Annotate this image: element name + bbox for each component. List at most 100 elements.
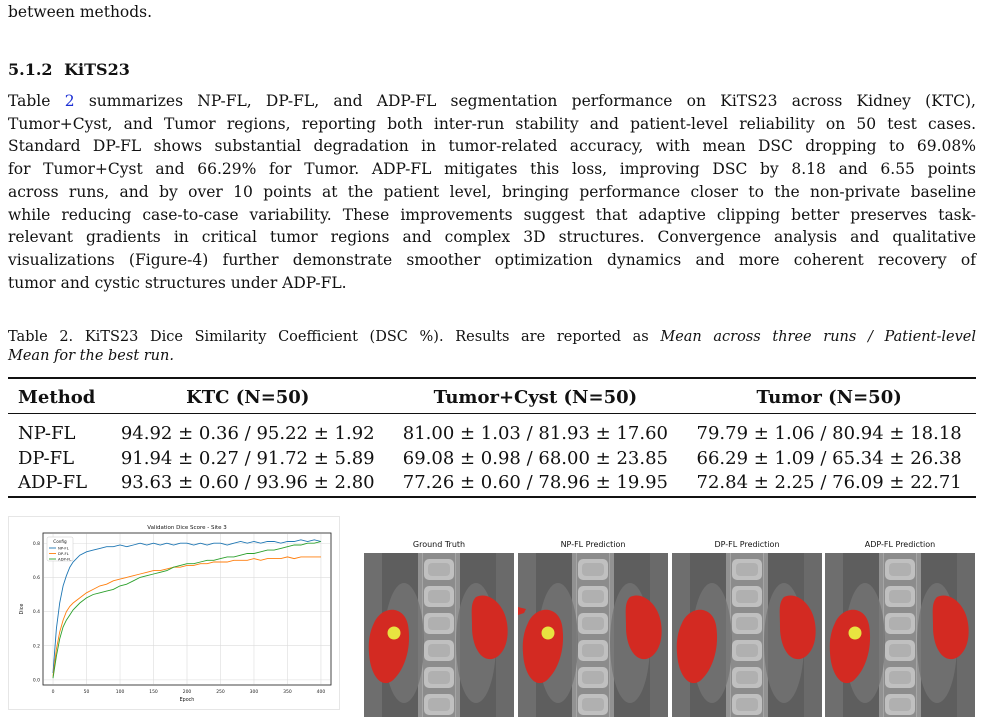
ct-vertebra-core <box>428 590 450 603</box>
y-tick-label: 0.0 <box>33 677 40 683</box>
y-tick-label: 0.6 <box>33 575 40 581</box>
dice-chart: 0 50 100 150 200 250 300 350 400 0.0 0.2 0.4 0.6 0.8 V… <box>19 525 332 703</box>
cell-tumor-cyst: 77.26 ± 0.60 / 78.96 ± 19.95 <box>402 471 668 493</box>
x-tick-label: 50 <box>84 689 90 695</box>
ct-spine <box>730 553 764 717</box>
x-tick-label: 0 <box>52 689 55 695</box>
legend-entry: DP-FL <box>58 551 70 556</box>
ct-vertebra-core <box>582 698 604 711</box>
paragraph-line: Table 2 summarizes NP-FL, DP-FL, and ADP… <box>8 90 976 113</box>
ct-vertebra-core <box>889 698 911 711</box>
series-line-adp-fl <box>52 541 322 679</box>
ct-vertebra-core <box>736 698 758 711</box>
series-line-dp-fl <box>52 556 321 677</box>
ct-vertebra-core <box>428 644 450 657</box>
paragraph-text: visualizations (Figure-4) further demons… <box>8 250 976 269</box>
ct-vertebra-core <box>428 563 450 576</box>
paragraph-text: while reducing case-to-case variability.… <box>8 205 976 224</box>
x-axis-label: Epoch <box>180 697 195 703</box>
kidney-right <box>471 595 508 660</box>
x-tick-label: 200 <box>183 689 192 695</box>
table-reference-link[interactable]: 2 <box>64 92 75 110</box>
ct-spine <box>883 553 917 717</box>
ct-vertebra-core <box>736 671 758 684</box>
ct-vertebra-core <box>889 671 911 684</box>
table-row: DP-FL 91.94 ± 0.27 / 91.72 ± 5.89 69.08 … <box>8 446 976 470</box>
ct-slice-image <box>518 553 668 717</box>
cell-ktc: 94.92 ± 0.36 / 95.22 ± 1.92 <box>120 422 375 444</box>
viz-title: Ground Truth <box>412 540 466 549</box>
paragraph-text: tumor and cystic structures under ADP-FL… <box>8 273 347 292</box>
section-number: 5.1.2 <box>8 60 53 79</box>
ct-vertebra-core <box>736 563 758 576</box>
kidney-right <box>932 595 969 660</box>
kidney-left <box>829 609 871 684</box>
ct-spine <box>422 553 456 717</box>
kidney-left <box>676 609 718 684</box>
dsc-table: Method KTC (N=50) Tumor+Cyst (N=50) Tumo… <box>8 380 976 498</box>
paragraph-line: relevant gradients in critical tumor reg… <box>8 226 976 249</box>
plot-frame <box>42 532 332 686</box>
table-row: ADP-FL 93.63 ± 0.60 / 93.96 ± 2.80 77.26… <box>8 470 976 498</box>
x-tick-label: 350 <box>283 689 292 695</box>
paragraph-line: tumor and cystic structures under ADP-FL… <box>8 272 976 295</box>
cell-ktc: 91.94 ± 0.27 / 91.72 ± 5.89 <box>120 447 375 469</box>
x-tick-label: 250 <box>216 689 225 695</box>
table-bottom-rule <box>8 496 976 498</box>
table-top-rule <box>8 377 976 379</box>
ct-slice-image <box>825 553 975 717</box>
header-method: Method <box>18 386 96 408</box>
x-tick-label: 300 <box>250 689 259 695</box>
header-tumor: Tumor (N=50) <box>756 386 902 408</box>
cell-ktc: 93.63 ± 0.60 / 93.96 ± 2.80 <box>120 471 375 493</box>
kidney-left <box>368 609 410 684</box>
cell-tumor: 66.29 ± 1.09 / 65.34 ± 26.38 <box>696 447 962 469</box>
ct-vertebra-core <box>582 563 604 576</box>
ct-vertebra-core <box>889 617 911 630</box>
viz-title: DP-FL Prediction <box>714 540 780 549</box>
y-tick-label: 0.4 <box>33 609 40 615</box>
previous-paragraph-tail: between methods. <box>8 3 153 21</box>
ct-vertebra-core <box>889 590 911 603</box>
ct-vertebra-core <box>889 644 911 657</box>
ct-slice-image <box>364 553 514 717</box>
tumor-region <box>541 626 555 640</box>
table-row: NP-FL 94.92 ± 0.36 / 95.22 ± 1.92 81.00 … <box>8 414 976 446</box>
paragraph-text: for Tumor+Cyst and 66.29% for Tumor. ADP… <box>8 160 976 179</box>
tumor-region <box>848 626 862 640</box>
series-line-np-fl <box>52 539 322 674</box>
ct-spine <box>576 553 610 717</box>
y-tick-label: 0.2 <box>33 643 40 649</box>
paragraph-text: across runs, and by over 10 points at th… <box>8 182 976 201</box>
legend-entry: ADP-FL <box>58 556 72 561</box>
kidney-left <box>522 609 564 684</box>
x-tick-label: 100 <box>116 689 125 695</box>
paragraph-line: while reducing case-to-case variability.… <box>8 204 976 227</box>
x-tick-label: 150 <box>149 689 158 695</box>
cell-tumor: 72.84 ± 2.25 / 76.09 ± 22.71 <box>696 471 962 493</box>
ct-vertebra-core <box>736 590 758 603</box>
paragraph-text: Table <box>8 92 65 110</box>
table-caption: Table 2. KiTS23 Dice Similarity Coeffici… <box>8 328 976 366</box>
legend-title: Config <box>53 539 67 544</box>
paragraph-text: summarizes NP-FL, DP-FL, and ADP-FL segm… <box>74 92 976 110</box>
false-positive-blob <box>518 607 526 615</box>
paragraph-line: visualizations (Figure-4) further demons… <box>8 249 976 272</box>
legend-entry: NP-FL <box>58 545 70 550</box>
section-title: KiTS23 <box>64 60 130 79</box>
kidney-right <box>779 595 816 660</box>
cell-method: NP-FL <box>18 422 76 444</box>
cell-tumor-cyst: 69.08 ± 0.98 / 68.00 ± 23.85 <box>402 447 668 469</box>
cell-method: ADP-FL <box>18 471 88 493</box>
caption-line-1: Table 2. KiTS23 Dice Similarity Coeffici… <box>8 329 976 345</box>
ct-vertebra-core <box>736 617 758 630</box>
dice-chart-figure: 0 50 100 150 200 250 300 350 400 0.0 0.2 0.4 0.6 0.8 V… <box>8 516 340 710</box>
paragraph-text: Standard DP-FL shows substantial degrada… <box>8 137 976 156</box>
caption-line-2: Mean for the best run. <box>8 348 174 364</box>
cell-tumor: 79.79 ± 1.06 / 80.94 ± 18.18 <box>696 422 962 444</box>
ct-slice-image <box>672 553 822 717</box>
chart-title: Validation Dice Score - Site 3 <box>147 525 227 531</box>
table-header-row: Method KTC (N=50) Tumor+Cyst (N=50) Tumo… <box>8 380 976 414</box>
header-tumor-cyst: Tumor+Cyst (N=50) <box>433 386 638 408</box>
